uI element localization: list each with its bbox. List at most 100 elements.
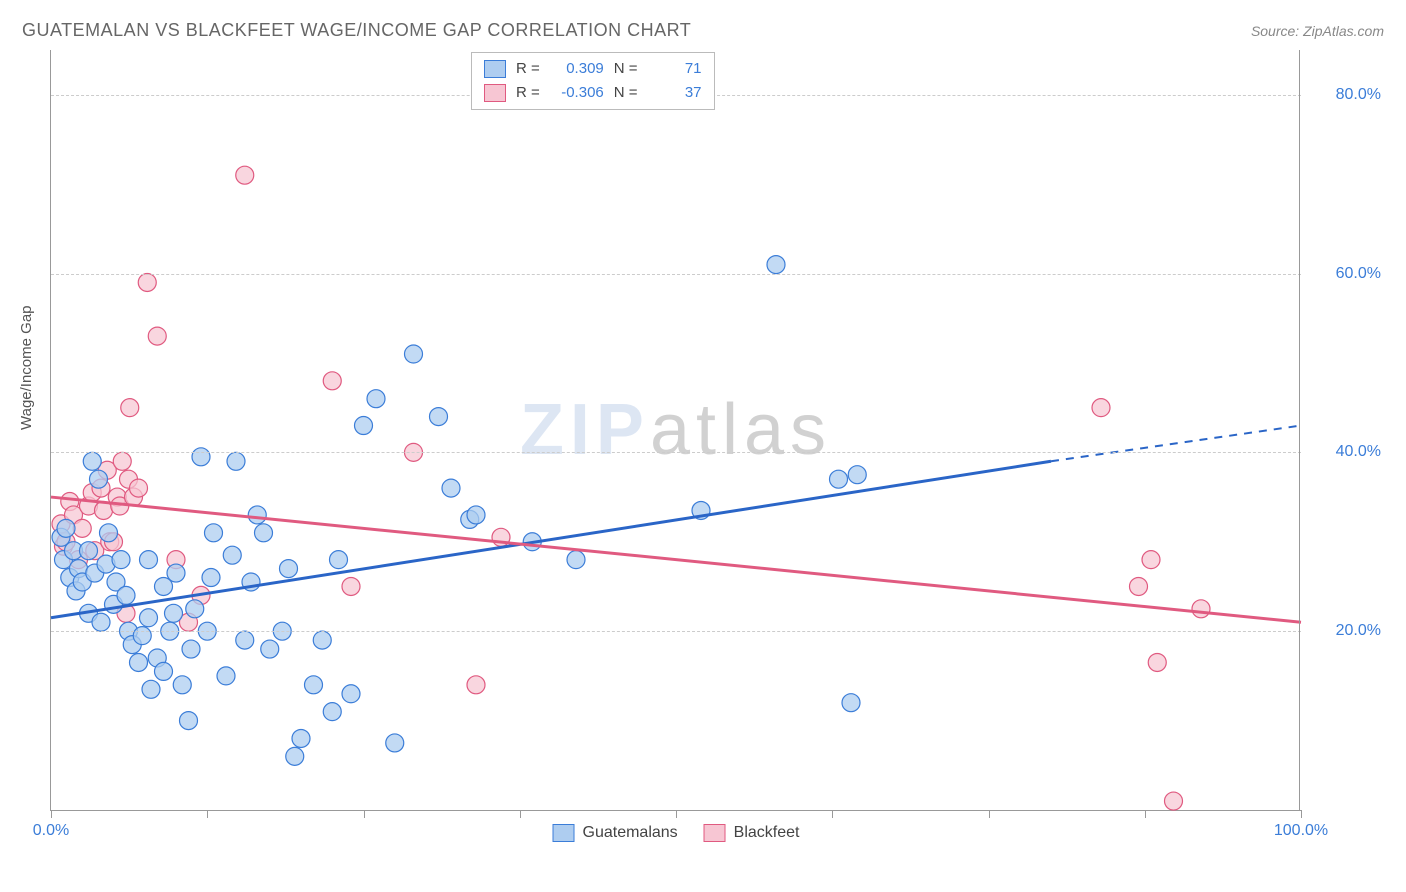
data-point — [767, 256, 785, 274]
chart-source: Source: ZipAtlas.com — [1251, 23, 1384, 39]
data-point — [1142, 551, 1160, 569]
x-tick-label: 0.0% — [33, 822, 69, 840]
data-point — [133, 627, 151, 645]
data-point — [167, 564, 185, 582]
legend-r-value-blackfeet: -0.306 — [550, 81, 604, 105]
data-point — [100, 524, 118, 542]
right-axis-line — [1299, 50, 1300, 810]
legend-r-value-guatemalans: 0.309 — [550, 57, 604, 81]
y-axis-title: Wage/Income Gap — [18, 305, 35, 430]
data-point — [202, 569, 220, 587]
data-point — [130, 653, 148, 671]
legend-correlation-box: R = 0.309 N = 71 R = -0.306 N = 37 — [471, 52, 715, 110]
data-point — [842, 694, 860, 712]
legend-n-value-blackfeet: 37 — [648, 81, 702, 105]
data-point — [305, 676, 323, 694]
data-point — [848, 466, 866, 484]
data-point — [227, 452, 245, 470]
data-point — [73, 519, 91, 537]
data-point — [442, 479, 460, 497]
legend-series: Guatemalans Blackfeet — [553, 824, 800, 842]
data-point — [236, 631, 254, 649]
x-tick — [207, 810, 208, 818]
legend-item-guatemalans: Guatemalans — [553, 824, 678, 842]
data-point — [386, 734, 404, 752]
gridline — [51, 452, 1301, 453]
data-point — [205, 524, 223, 542]
data-point — [1192, 600, 1210, 618]
data-point — [138, 273, 156, 291]
scatter-plot-svg — [51, 50, 1301, 810]
swatch-blue-icon — [484, 60, 506, 78]
data-point — [217, 667, 235, 685]
data-point — [467, 506, 485, 524]
data-point — [430, 408, 448, 426]
data-point — [173, 676, 191, 694]
data-point — [255, 524, 273, 542]
data-point — [121, 399, 139, 417]
y-tick-label: 80.0% — [1336, 86, 1381, 104]
data-point — [1092, 399, 1110, 417]
x-tick — [1145, 810, 1146, 818]
y-tick-label: 60.0% — [1336, 265, 1381, 283]
x-tick — [364, 810, 365, 818]
data-point — [323, 703, 341, 721]
data-point — [355, 417, 373, 435]
legend-row-blackfeet: R = -0.306 N = 37 — [484, 81, 702, 105]
data-point — [323, 372, 341, 390]
x-tick — [832, 810, 833, 818]
data-point — [113, 452, 131, 470]
chart-header: GUATEMALAN VS BLACKFEET WAGE/INCOME GAP … — [22, 20, 1384, 41]
swatch-pink-icon — [704, 824, 726, 842]
data-point — [367, 390, 385, 408]
data-point — [330, 551, 348, 569]
data-point — [140, 551, 158, 569]
legend-r-label: R = — [516, 81, 540, 105]
data-point — [261, 640, 279, 658]
data-point — [567, 551, 585, 569]
data-point — [112, 551, 130, 569]
legend-row-guatemalans: R = 0.309 N = 71 — [484, 57, 702, 81]
legend-item-blackfeet: Blackfeet — [704, 824, 800, 842]
data-point — [1130, 577, 1148, 595]
x-tick — [520, 810, 521, 818]
gridline — [51, 274, 1301, 275]
data-point — [140, 609, 158, 627]
data-point — [467, 676, 485, 694]
legend-n-value-guatemalans: 71 — [648, 57, 702, 81]
gridline — [51, 631, 1301, 632]
data-point — [223, 546, 241, 564]
x-tick-label: 100.0% — [1274, 822, 1328, 840]
data-point — [236, 166, 254, 184]
data-point — [83, 452, 101, 470]
chart-area: ZIPatlas 0.0%100.0% 20.0%40.0%60.0%80.0%… — [50, 50, 1301, 811]
x-tick — [51, 810, 52, 818]
data-point — [80, 542, 98, 560]
data-point — [830, 470, 848, 488]
data-point — [117, 586, 135, 604]
trendline-guatemalans-extrapolated — [1051, 426, 1301, 462]
data-point — [313, 631, 331, 649]
legend-label-blackfeet: Blackfeet — [734, 824, 800, 842]
swatch-blue-icon — [553, 824, 575, 842]
legend-label-guatemalans: Guatemalans — [583, 824, 678, 842]
data-point — [405, 345, 423, 363]
data-point — [90, 470, 108, 488]
data-point — [165, 604, 183, 622]
x-tick — [1301, 810, 1302, 818]
data-point — [57, 519, 75, 537]
x-tick — [989, 810, 990, 818]
data-point — [180, 712, 198, 730]
legend-r-label: R = — [516, 57, 540, 81]
legend-n-label: N = — [614, 57, 638, 81]
data-point — [280, 560, 298, 578]
data-point — [1148, 653, 1166, 671]
swatch-pink-icon — [484, 84, 506, 102]
data-point — [342, 685, 360, 703]
data-point — [292, 729, 310, 747]
data-point — [130, 479, 148, 497]
y-tick-label: 20.0% — [1336, 622, 1381, 640]
data-point — [155, 662, 173, 680]
data-point — [286, 747, 304, 765]
data-point — [342, 577, 360, 595]
